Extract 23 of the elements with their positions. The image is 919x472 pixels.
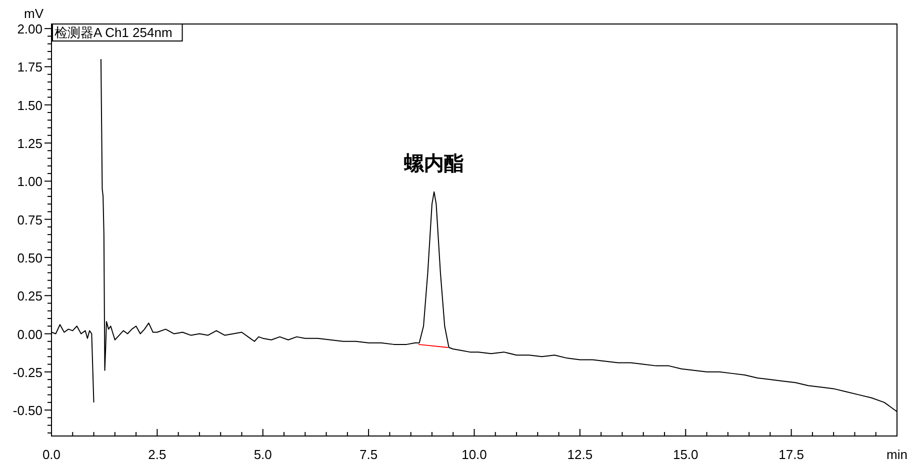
text: 检测器A Ch1 254nm [54, 25, 172, 40]
y-tick-label: 0.50 [17, 250, 42, 266]
y-axis-title: mV [24, 6, 44, 21]
x-tick-label: 0.0 [42, 447, 61, 462]
x-tick-label: 10.0 [462, 447, 487, 462]
y-tick-label: 2.00 [17, 22, 42, 37]
y-tick-label: 0.25 [17, 288, 42, 304]
y-tick-label: 1.75 [17, 60, 42, 75]
y-tick-label: 1.50 [17, 98, 42, 113]
x-axis-title: min [886, 447, 908, 462]
x-tick-label: 17.5 [778, 447, 804, 462]
x-tick-label: 5.0 [254, 447, 272, 462]
x-tick-label: 12.5 [567, 447, 593, 462]
y-tick-label: 1.25 [17, 136, 42, 152]
y-tick-label: -0.50 [12, 403, 42, 418]
y-tick-label: 0.75 [17, 212, 42, 228]
y-tick-label: -0.25 [12, 364, 42, 380]
x-tick-label: 15.0 [672, 447, 698, 462]
x-tick-label: 7.5 [360, 447, 378, 462]
x-tick-label: 2.5 [148, 447, 166, 462]
y-tick-label: 0.00 [17, 326, 42, 342]
y-tick-label: 1.00 [17, 174, 42, 190]
annotation: 螺内酯 [403, 152, 464, 175]
